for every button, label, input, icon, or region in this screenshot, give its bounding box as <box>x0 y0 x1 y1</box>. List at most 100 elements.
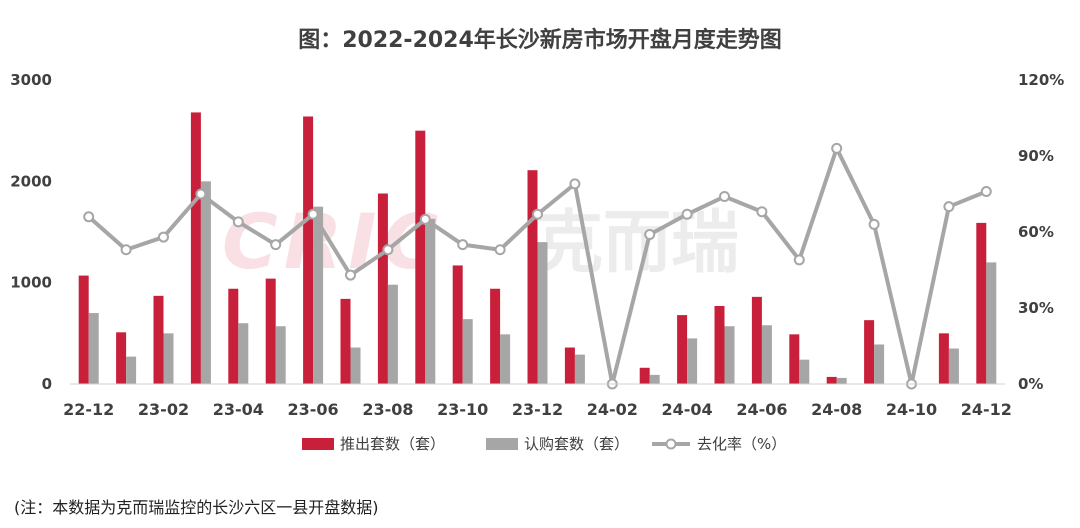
bar-sales <box>537 242 548 384</box>
bar-supply <box>864 320 875 384</box>
bar-supply <box>976 222 987 384</box>
bar-supply <box>377 193 388 384</box>
rate-point <box>232 216 244 228</box>
footnote: (注：本数据为克而瑞监控的长沙六区一县开盘数据) <box>14 498 379 517</box>
rate-point <box>532 208 543 220</box>
rate-point <box>943 201 955 213</box>
chart-title: 图：2022-2024年长沙新房市场开盘月度走势图 <box>298 28 782 53</box>
x-tick-label: 23-08 <box>362 400 413 419</box>
bar-sales <box>948 348 959 384</box>
y-right-tick-label: 90% <box>1018 147 1054 165</box>
bar-supply <box>677 315 688 384</box>
bar-sales <box>126 356 137 384</box>
legend-label-rate: 去化率（%） <box>697 435 786 453</box>
bar-supply <box>116 332 127 384</box>
x-tick-label: 23-04 <box>213 400 264 419</box>
rate-point <box>307 208 319 220</box>
rate-point <box>569 178 581 190</box>
y-right-tick-label: 120% <box>1018 71 1064 89</box>
rate-line <box>83 142 992 390</box>
rate-point <box>419 213 431 225</box>
bar-sales <box>425 218 436 384</box>
bar-supply <box>639 367 650 384</box>
bar-sales <box>687 338 698 384</box>
bar-sales <box>500 334 511 384</box>
bar-sales <box>387 284 398 384</box>
bar-supply <box>789 334 800 384</box>
bar-supply <box>228 288 239 384</box>
bar-sales <box>238 323 249 384</box>
y-right-tick-label: 0% <box>1018 375 1043 393</box>
rate-point <box>83 211 95 223</box>
rate-point <box>158 231 169 243</box>
legend-marker-rate <box>665 438 677 450</box>
bar-sales <box>761 325 772 384</box>
bar-supply <box>938 333 949 384</box>
bar-supply <box>490 288 501 384</box>
x-tick-label: 24-08 <box>811 400 862 419</box>
bars <box>78 112 997 384</box>
bar-sales <box>313 206 324 384</box>
bar-supply <box>714 305 725 384</box>
y-right-tick-label: 60% <box>1018 223 1054 241</box>
watermark-brand: 克而瑞 <box>535 204 739 283</box>
bar-supply <box>564 347 575 384</box>
bar-sales <box>874 344 885 384</box>
legend-swatch-sales <box>486 438 518 450</box>
bar-sales <box>350 347 361 384</box>
x-tick-label: 23-12 <box>512 400 563 419</box>
bar-supply <box>303 116 314 384</box>
y-right-tick-label: 30% <box>1018 299 1054 317</box>
legend-swatch-supply <box>302 438 334 450</box>
y-left-tick-label: 2000 <box>10 172 52 190</box>
rate-point <box>494 244 506 256</box>
chart-svg: CRIC 克而瑞 0 1000 2000 3000 0% 30% 60% 90% 120% 22-1… <box>10 71 1064 453</box>
y-left-tick-label: 0 <box>42 375 52 393</box>
bar-supply <box>452 265 463 384</box>
x-tick-label: 24-12 <box>961 400 1012 419</box>
y-left-tick-label: 1000 <box>10 274 52 292</box>
bar-supply <box>415 130 426 384</box>
legend: 推出套数（套） 认购套数（套） 去化率（%） <box>302 435 786 453</box>
rate-point <box>793 254 805 266</box>
bar-sales <box>649 374 660 384</box>
bar-sales <box>574 354 585 384</box>
x-tick-label: 24-10 <box>886 400 937 419</box>
legend-label-supply: 推出套数（套） <box>340 435 445 453</box>
x-tick-label: 24-02 <box>587 400 638 419</box>
bar-supply <box>826 376 837 384</box>
rate-point <box>980 185 992 197</box>
rate-point <box>681 208 693 220</box>
bar-sales <box>275 326 286 384</box>
x-tick-label: 22-12 <box>63 400 114 419</box>
rate-point <box>644 229 656 241</box>
watermark: CRIC 克而瑞 <box>222 197 739 286</box>
rate-point <box>120 244 132 256</box>
bar-supply <box>190 112 201 384</box>
bar-sales <box>88 313 99 384</box>
rate-point <box>195 188 207 200</box>
bar-supply <box>265 278 276 384</box>
x-tick-label: 24-06 <box>736 400 787 419</box>
bar-sales <box>724 326 735 384</box>
legend-label-sales: 认购套数（套） <box>524 435 629 453</box>
rate-point <box>719 191 730 203</box>
bar-sales <box>163 333 174 384</box>
x-tick-label: 23-10 <box>437 400 488 419</box>
bar-sales <box>200 181 211 384</box>
bar-supply <box>751 296 762 384</box>
bar-supply <box>527 170 538 384</box>
y-left-tick-label: 3000 <box>10 71 52 89</box>
bar-supply <box>78 275 89 384</box>
watermark-logo: CRIC <box>222 197 444 286</box>
x-tick-label: 24-04 <box>662 400 713 419</box>
rate-point <box>868 218 880 230</box>
rate-point <box>756 206 768 218</box>
bar-supply <box>340 298 351 384</box>
rate-point <box>457 239 469 251</box>
rate-point <box>831 142 843 154</box>
bar-supply <box>153 295 164 384</box>
bar-sales <box>836 377 847 384</box>
x-tick-label: 23-06 <box>288 400 339 419</box>
x-tick-label: 23-02 <box>138 400 189 419</box>
